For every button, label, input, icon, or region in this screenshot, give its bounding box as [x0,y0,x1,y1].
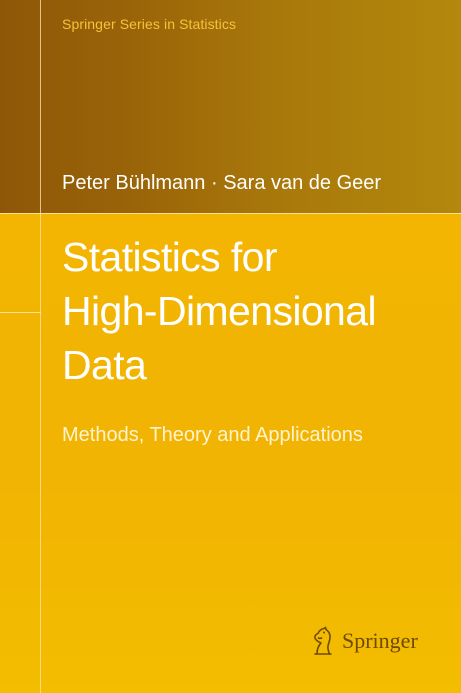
band-divider-rule [0,213,461,214]
title-line-3: Data [62,342,147,388]
cover-bottom-band [0,213,461,693]
book-title: Statistics for High-Dimensional Data [62,230,454,392]
publisher-logo: Springer [310,626,418,656]
series-name: Springer Series in Statistics [62,16,237,32]
title-line-1: Statistics for [62,234,277,280]
book-subtitle: Methods, Theory and Applications [62,424,363,446]
publisher-name: Springer [342,628,418,653]
vertical-rule [40,0,41,693]
horse-head-icon [314,626,332,655]
authors: Peter Bühlmann · Sara van de Geer [62,172,382,194]
cover-top-band [0,0,461,213]
title-line-2: High-Dimensional [62,288,377,334]
short-horizontal-rule [0,312,41,313]
